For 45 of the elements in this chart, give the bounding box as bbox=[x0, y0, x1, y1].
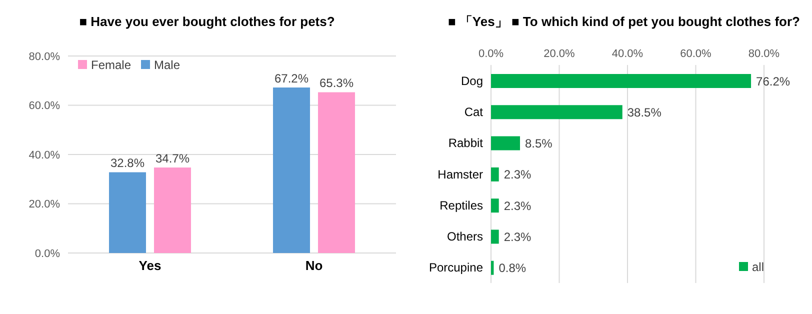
y-tick-label: Cat bbox=[464, 104, 484, 119]
y-tick-label: Others bbox=[446, 230, 483, 244]
chart-title: ■ 「Yes」 ■ To which kind of pet you bought clothes for? bbox=[446, 13, 801, 31]
bar bbox=[154, 168, 191, 253]
bar bbox=[491, 198, 499, 213]
bar bbox=[491, 136, 520, 150]
data-label: 2.3% bbox=[504, 230, 532, 244]
bar bbox=[491, 230, 499, 244]
data-label: 65.3% bbox=[319, 76, 354, 90]
bar bbox=[318, 92, 355, 253]
y-tick-label: 40.0% bbox=[28, 149, 60, 162]
data-label: 2.3% bbox=[504, 168, 532, 182]
legend-label: Female bbox=[91, 58, 132, 72]
legend-label: Male bbox=[154, 58, 180, 72]
data-label: 2.3% bbox=[504, 198, 532, 213]
y-tick-label: Hamster bbox=[438, 167, 483, 182]
bar bbox=[491, 105, 622, 120]
y-tick-label: Dog bbox=[460, 74, 483, 88]
x-tick-label: 40.0% bbox=[612, 48, 644, 60]
bar bbox=[109, 172, 146, 253]
data-label: 34.7% bbox=[155, 152, 190, 166]
data-label: 32.8% bbox=[110, 156, 145, 170]
x-tick-label: 60.0% bbox=[680, 48, 712, 60]
y-tick-label: Rabbit bbox=[448, 136, 484, 150]
data-label: 0.8% bbox=[498, 261, 526, 276]
y-tick-label: Reptiles bbox=[440, 198, 483, 212]
y-tick-label: 20.0% bbox=[28, 198, 60, 211]
bar bbox=[273, 88, 310, 253]
data-label: 67.2% bbox=[274, 72, 309, 86]
data-label: 76.2% bbox=[756, 74, 790, 88]
y-tick-label: 0.0% bbox=[34, 248, 60, 260]
x-tick-label: No bbox=[305, 258, 323, 274]
x-tick-label: Yes bbox=[138, 258, 162, 274]
bar bbox=[491, 260, 494, 275]
legend-label: all bbox=[752, 260, 764, 274]
bar bbox=[491, 167, 499, 182]
data-label: 38.5% bbox=[627, 105, 662, 120]
data-label: 8.5% bbox=[525, 136, 553, 151]
bar bbox=[491, 74, 752, 88]
y-tick-label: 60.0% bbox=[28, 100, 60, 112]
x-tick-label: 20.0% bbox=[544, 48, 576, 60]
y-tick-label: Porcupine bbox=[428, 260, 484, 275]
x-tick-label: 0.0% bbox=[478, 48, 504, 60]
x-tick-label: 80.0% bbox=[748, 48, 780, 60]
chart-title: ■ Have you ever bought clothes for pets? bbox=[78, 13, 336, 31]
